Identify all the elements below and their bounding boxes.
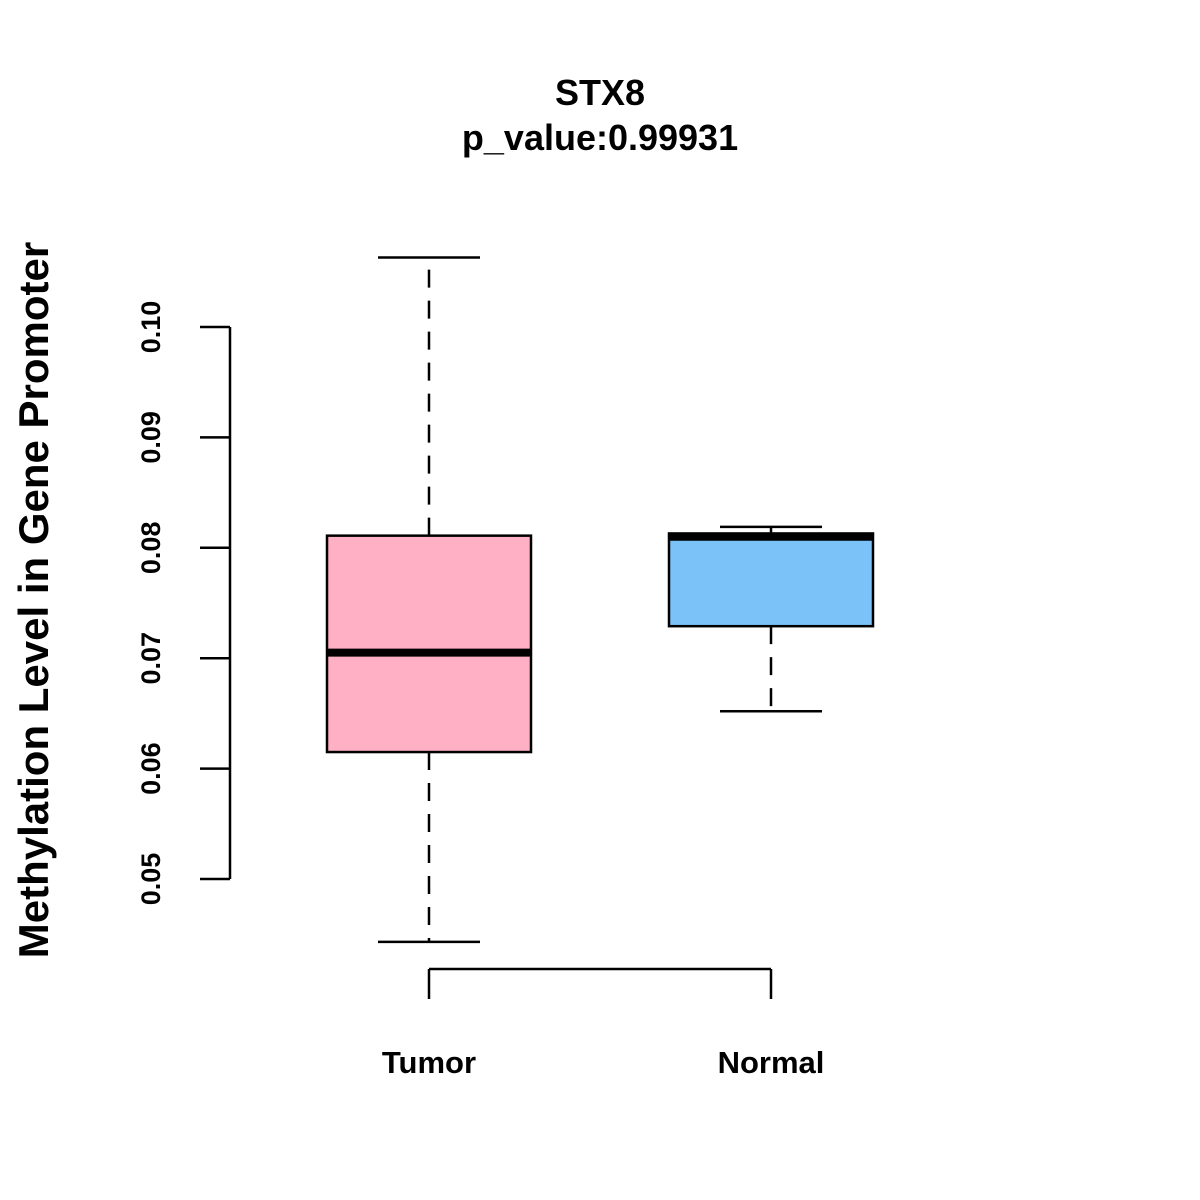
chart-subtitle: p_value:0.99931	[462, 117, 738, 158]
box-iqr	[325, 534, 533, 754]
x-tick-label: Normal	[718, 1045, 825, 1080]
box-iqr	[667, 532, 875, 628]
y-tick-label: 0.10	[136, 301, 166, 354]
chart-title: STX8	[555, 72, 645, 113]
y-axis: 0.05 0.06 0.07 0.08 0.09 0.10	[136, 301, 232, 906]
x-tick-label: Tumor	[382, 1045, 476, 1080]
y-tick-label: 0.08	[136, 522, 166, 575]
y-tick-label: 0.05	[136, 853, 166, 906]
box-group	[325, 256, 875, 944]
x-axis: Tumor Normal	[382, 967, 825, 1080]
box-tumor	[325, 256, 533, 944]
y-tick-label: 0.09	[136, 411, 166, 464]
box-normal	[667, 525, 875, 713]
y-axis-label: Methylation Level in Gene Promoter	[10, 242, 57, 958]
y-tick-label: 0.06	[136, 742, 166, 795]
y-tick-label: 0.07	[136, 632, 166, 685]
